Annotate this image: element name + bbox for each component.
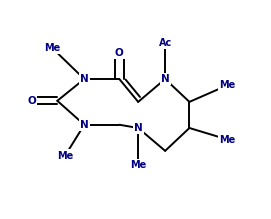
Text: Me: Me (44, 43, 61, 53)
Text: Ac: Ac (159, 38, 172, 48)
Text: Me: Me (130, 160, 146, 170)
Text: N: N (161, 74, 170, 84)
Text: N: N (134, 123, 143, 133)
Text: N: N (80, 74, 89, 84)
Text: Me: Me (220, 80, 236, 90)
Text: Me: Me (57, 150, 73, 161)
Text: N: N (80, 120, 89, 130)
Text: O: O (115, 48, 124, 58)
Text: O: O (27, 96, 36, 106)
Text: Me: Me (220, 134, 236, 145)
